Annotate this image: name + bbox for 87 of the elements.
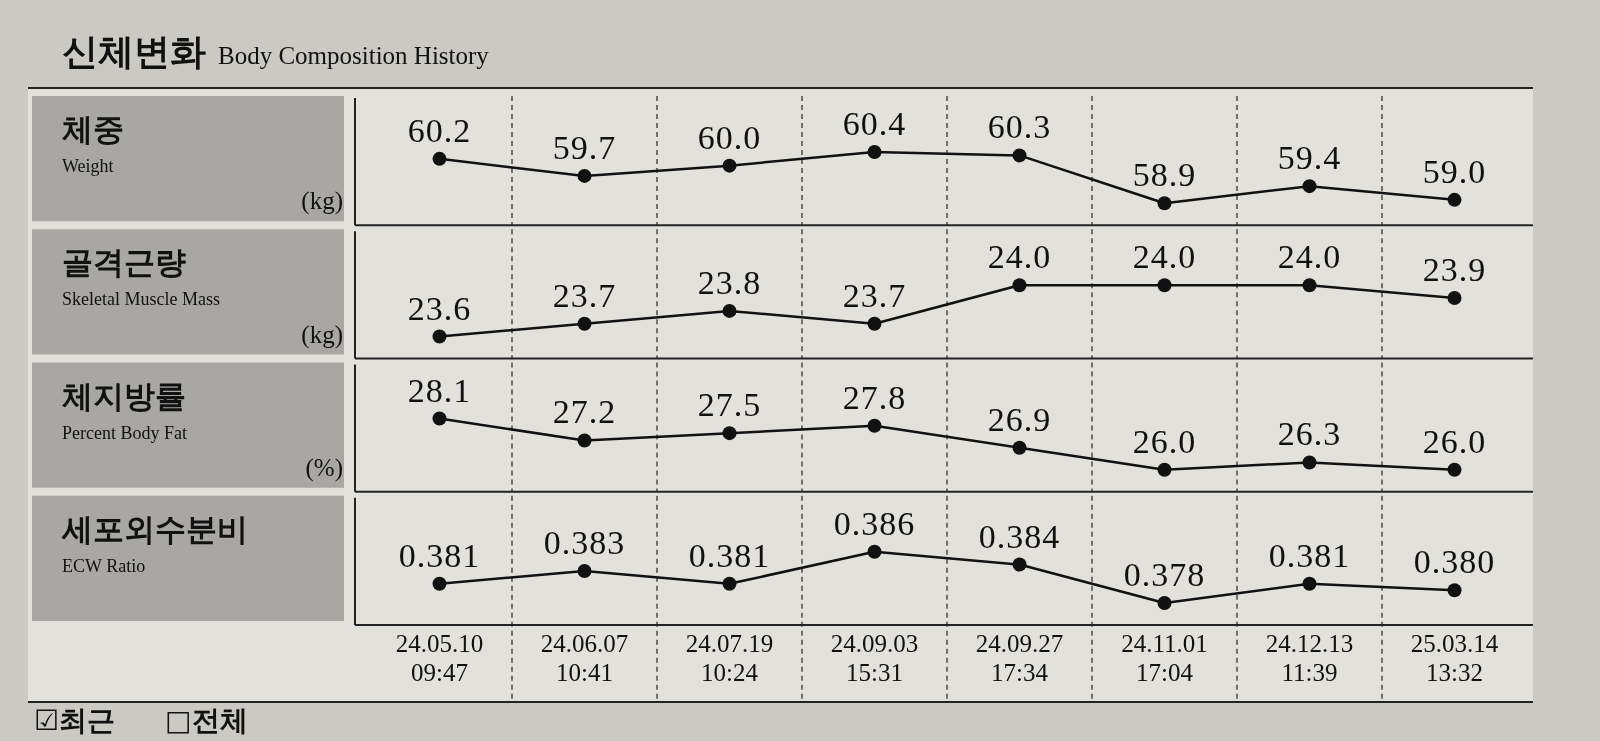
text: □전체 — [165, 704, 248, 737]
text: ECW Ratio — [62, 555, 146, 576]
data-label: 60.3 — [987, 108, 1052, 146]
text: 골격근량 — [62, 244, 186, 281]
point — [1302, 576, 1317, 591]
y-axis-title: (kg) — [301, 187, 343, 216]
text: 체지방률 — [62, 377, 186, 414]
text: 신체변화 — [62, 31, 206, 72]
data-label: 26.0 — [1132, 422, 1197, 460]
point — [867, 544, 882, 559]
point — [1157, 462, 1172, 477]
data-label: 27.8 — [842, 378, 907, 416]
text: Percent Body Fat — [62, 422, 187, 443]
data-label: 0.380 — [1413, 543, 1496, 581]
text: Body Composition History — [218, 42, 490, 69]
data-label: 26.3 — [1277, 415, 1342, 453]
point — [722, 158, 737, 173]
data-label: 59.7 — [552, 128, 617, 166]
x-tick-label: 24.05.10 09:47 — [395, 630, 484, 686]
point — [432, 151, 447, 166]
data-label: 0.381 — [1268, 536, 1351, 574]
point — [1302, 179, 1317, 194]
data-label: 59.0 — [1422, 152, 1487, 190]
data-label: 24.0 — [1132, 238, 1197, 276]
data-label: 28.1 — [407, 371, 472, 409]
data-label: 0.378 — [1123, 556, 1206, 593]
point — [1447, 462, 1462, 477]
point — [722, 426, 737, 441]
point — [1447, 583, 1462, 598]
x-tick-label: 24.07.19 10:24 — [685, 630, 774, 686]
point — [867, 145, 882, 159]
point — [867, 316, 882, 331]
point — [1447, 192, 1462, 207]
data-label: 59.4 — [1277, 139, 1342, 177]
point — [1157, 278, 1172, 293]
y-axis-title: (kg) — [301, 320, 343, 349]
text: Skeletal Muscle Mass — [62, 289, 220, 310]
data-label: 0.386 — [833, 504, 916, 542]
point — [577, 563, 592, 578]
data-label: 0.381 — [688, 536, 771, 574]
text: Weight — [62, 156, 114, 176]
point — [432, 411, 447, 426]
data-label: 23.7 — [842, 276, 907, 314]
data-label: 24.0 — [987, 238, 1052, 276]
data-label: 0.383 — [543, 523, 626, 561]
text: ☑최근 — [34, 704, 116, 737]
data-label: 58.9 — [1132, 156, 1197, 194]
data-label: 60.4 — [842, 105, 907, 142]
point — [1157, 596, 1172, 610]
data-label: 26.9 — [987, 400, 1052, 438]
point — [577, 168, 592, 183]
data-label: 23.7 — [552, 276, 617, 314]
y-axis-title: (%) — [305, 453, 343, 482]
point — [432, 576, 447, 591]
text: 세포외수분비 — [61, 510, 248, 547]
data-label: 0.381 — [398, 536, 481, 574]
point — [1012, 148, 1027, 163]
data-label: 26.0 — [1422, 422, 1487, 460]
data-label: 23.6 — [407, 289, 472, 327]
data-label: 24.0 — [1277, 238, 1342, 276]
point — [1012, 278, 1027, 293]
x-tick-label: 25.03.14 13:32 — [1410, 630, 1499, 686]
point — [1447, 291, 1462, 306]
x-tick-label: 24.09.27 17:34 — [975, 630, 1064, 686]
point — [1157, 196, 1172, 211]
point — [1012, 557, 1027, 572]
data-label: 27.5 — [697, 386, 762, 424]
point — [722, 576, 737, 591]
point — [722, 303, 737, 318]
x-tick-label: 24.12.13 11:39 — [1265, 630, 1354, 686]
x-tick-label: 24.09.03 15:31 — [830, 630, 919, 686]
point — [577, 316, 592, 331]
point — [1302, 455, 1317, 470]
x-tick-label: 24.06.07 10:41 — [540, 630, 629, 686]
data-label: 60.0 — [697, 118, 762, 156]
point — [577, 433, 592, 448]
text: 체중 — [62, 111, 124, 147]
data-label: 23.9 — [1422, 251, 1487, 289]
x-tick-label: 24.11.01 17:04 — [1121, 630, 1208, 686]
data-label: 60.2 — [407, 111, 472, 149]
point — [867, 418, 882, 433]
point — [432, 329, 447, 344]
point — [1012, 440, 1027, 455]
data-label: 0.384 — [978, 517, 1061, 555]
point — [1302, 278, 1317, 293]
data-label: 27.2 — [552, 393, 617, 431]
data-label: 23.8 — [697, 263, 762, 301]
